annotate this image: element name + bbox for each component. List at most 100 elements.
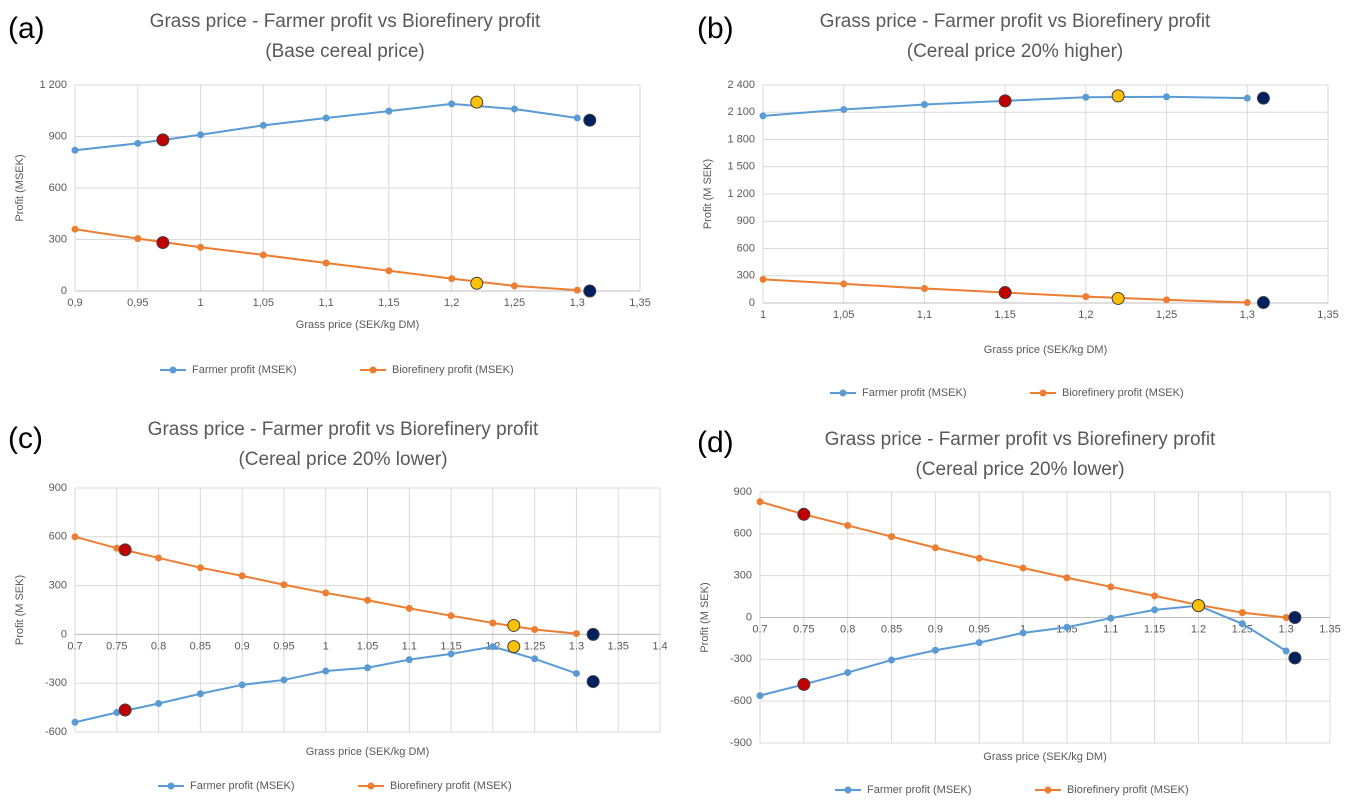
data-point xyxy=(572,669,580,677)
y-tick-label: 900 xyxy=(734,486,752,498)
data-point xyxy=(259,251,267,259)
data-point xyxy=(489,643,497,651)
highlight-point xyxy=(1191,599,1205,613)
highlight-point xyxy=(583,284,597,298)
data-point xyxy=(510,105,518,113)
data-point xyxy=(322,589,330,597)
data-point xyxy=(888,656,896,664)
x-tick-label: 0.7 xyxy=(752,623,767,635)
data-point xyxy=(155,700,163,708)
legend-swatch-dot xyxy=(169,366,177,374)
chart-subtitle: (Base cereal price) xyxy=(265,41,424,62)
data-point xyxy=(1082,293,1090,301)
chart-subtitle: (Cereal price 20% lower) xyxy=(238,449,447,470)
y-tick-label: 0 xyxy=(749,297,755,309)
legend-swatch-dot xyxy=(367,782,375,790)
legend-swatch-dot xyxy=(1039,389,1047,397)
x-tick-label: 1,15 xyxy=(378,297,399,309)
data-point xyxy=(196,690,204,698)
data-point xyxy=(113,708,121,716)
data-point xyxy=(531,655,539,663)
x-tick-label: 1.2 xyxy=(1191,623,1206,635)
data-point xyxy=(1019,564,1027,572)
chart-subtitle: (Cereal price 20% higher) xyxy=(907,41,1124,62)
chart-panel: (b) Grass price - Farmer profit vs Bioref… xyxy=(697,11,1339,399)
data-point xyxy=(931,544,939,552)
data-point xyxy=(259,121,267,129)
x-tick-label: 1.1 xyxy=(402,640,417,652)
data-point xyxy=(489,619,497,627)
data-point xyxy=(1151,606,1159,614)
highlight-point xyxy=(583,113,597,127)
x-tick-label: 1,05 xyxy=(253,297,274,309)
highlight-point xyxy=(118,703,132,717)
x-axis-label: Grass price (SEK/kg DM) xyxy=(296,319,419,331)
data-point xyxy=(448,275,456,283)
y-tick-label: 1 800 xyxy=(727,133,755,145)
y-tick-label: 0 xyxy=(61,628,67,640)
x-axis-label: Grass price (SEK/kg DM) xyxy=(983,751,1106,763)
x-tick-label: 0.75 xyxy=(106,640,127,652)
data-point xyxy=(975,554,983,562)
y-tick-label: 600 xyxy=(734,528,752,540)
y-tick-label: 300 xyxy=(49,580,67,592)
x-tick-label: 1,05 xyxy=(833,309,854,321)
data-point xyxy=(71,225,79,233)
y-tick-label: 1 500 xyxy=(727,161,755,173)
x-tick-label: 1.3 xyxy=(1279,623,1294,635)
legend-swatch-dot xyxy=(369,366,377,374)
data-point xyxy=(385,267,393,275)
data-point xyxy=(888,533,896,541)
highlight-point xyxy=(1288,611,1302,624)
x-tick-label: 0.95 xyxy=(273,640,294,652)
highlight-point xyxy=(156,236,170,250)
x-tick-label: 1.25 xyxy=(524,640,545,652)
data-point xyxy=(1107,583,1115,591)
x-tick-label: 0.8 xyxy=(840,623,855,635)
data-point xyxy=(447,612,455,620)
legend-swatch-dot xyxy=(167,782,175,790)
panel-label: (a) xyxy=(8,12,45,45)
highlight-point xyxy=(1288,651,1302,665)
highlight-point xyxy=(586,627,600,641)
x-tick-label: 1,2 xyxy=(1078,309,1093,321)
chart-panel: (a) Grass price - Farmer profit vs Bioref… xyxy=(8,11,651,376)
legend-label: Biorefinery profit (MSEK) xyxy=(390,780,512,792)
y-axis-label: Profit (M SEK) xyxy=(699,582,711,652)
data-point xyxy=(448,100,456,108)
data-point xyxy=(280,581,288,589)
x-tick-label: 0.85 xyxy=(190,640,211,652)
data-point xyxy=(759,275,767,283)
panel-label: (d) xyxy=(697,426,734,459)
highlight-point xyxy=(998,286,1012,300)
data-point xyxy=(447,650,455,658)
data-point xyxy=(1107,614,1115,622)
y-tick-label: 300 xyxy=(49,233,67,245)
x-tick-label: 1,25 xyxy=(1156,309,1177,321)
x-tick-label: 1,25 xyxy=(504,297,525,309)
x-tick-label: 1.1 xyxy=(1103,623,1118,635)
data-point xyxy=(1082,93,1090,101)
x-axis-label: Grass price (SEK/kg DM) xyxy=(306,746,429,758)
data-point xyxy=(322,259,330,267)
x-tick-label: 1.15 xyxy=(440,640,461,652)
data-point xyxy=(572,630,580,638)
highlight-point xyxy=(1111,89,1125,103)
data-point xyxy=(71,146,79,154)
y-tick-label: 900 xyxy=(49,482,67,494)
y-tick-label: 300 xyxy=(737,270,755,282)
data-point xyxy=(1282,647,1290,655)
data-point xyxy=(238,681,246,689)
data-point xyxy=(756,692,764,700)
x-tick-label: 1,3 xyxy=(570,297,585,309)
panel-label: (b) xyxy=(697,12,734,45)
data-point xyxy=(1163,93,1171,101)
x-tick-label: 0.9 xyxy=(234,640,249,652)
data-point xyxy=(1063,574,1071,582)
x-tick-label: 0,95 xyxy=(127,297,148,309)
x-tick-label: 0.8 xyxy=(151,640,166,652)
chart-panel: (d) Grass price - Farmer profit vs Bioref… xyxy=(697,426,1341,796)
x-tick-label: 1 xyxy=(760,309,766,321)
x-tick-label: 1,35 xyxy=(1317,309,1338,321)
data-point xyxy=(405,656,413,664)
